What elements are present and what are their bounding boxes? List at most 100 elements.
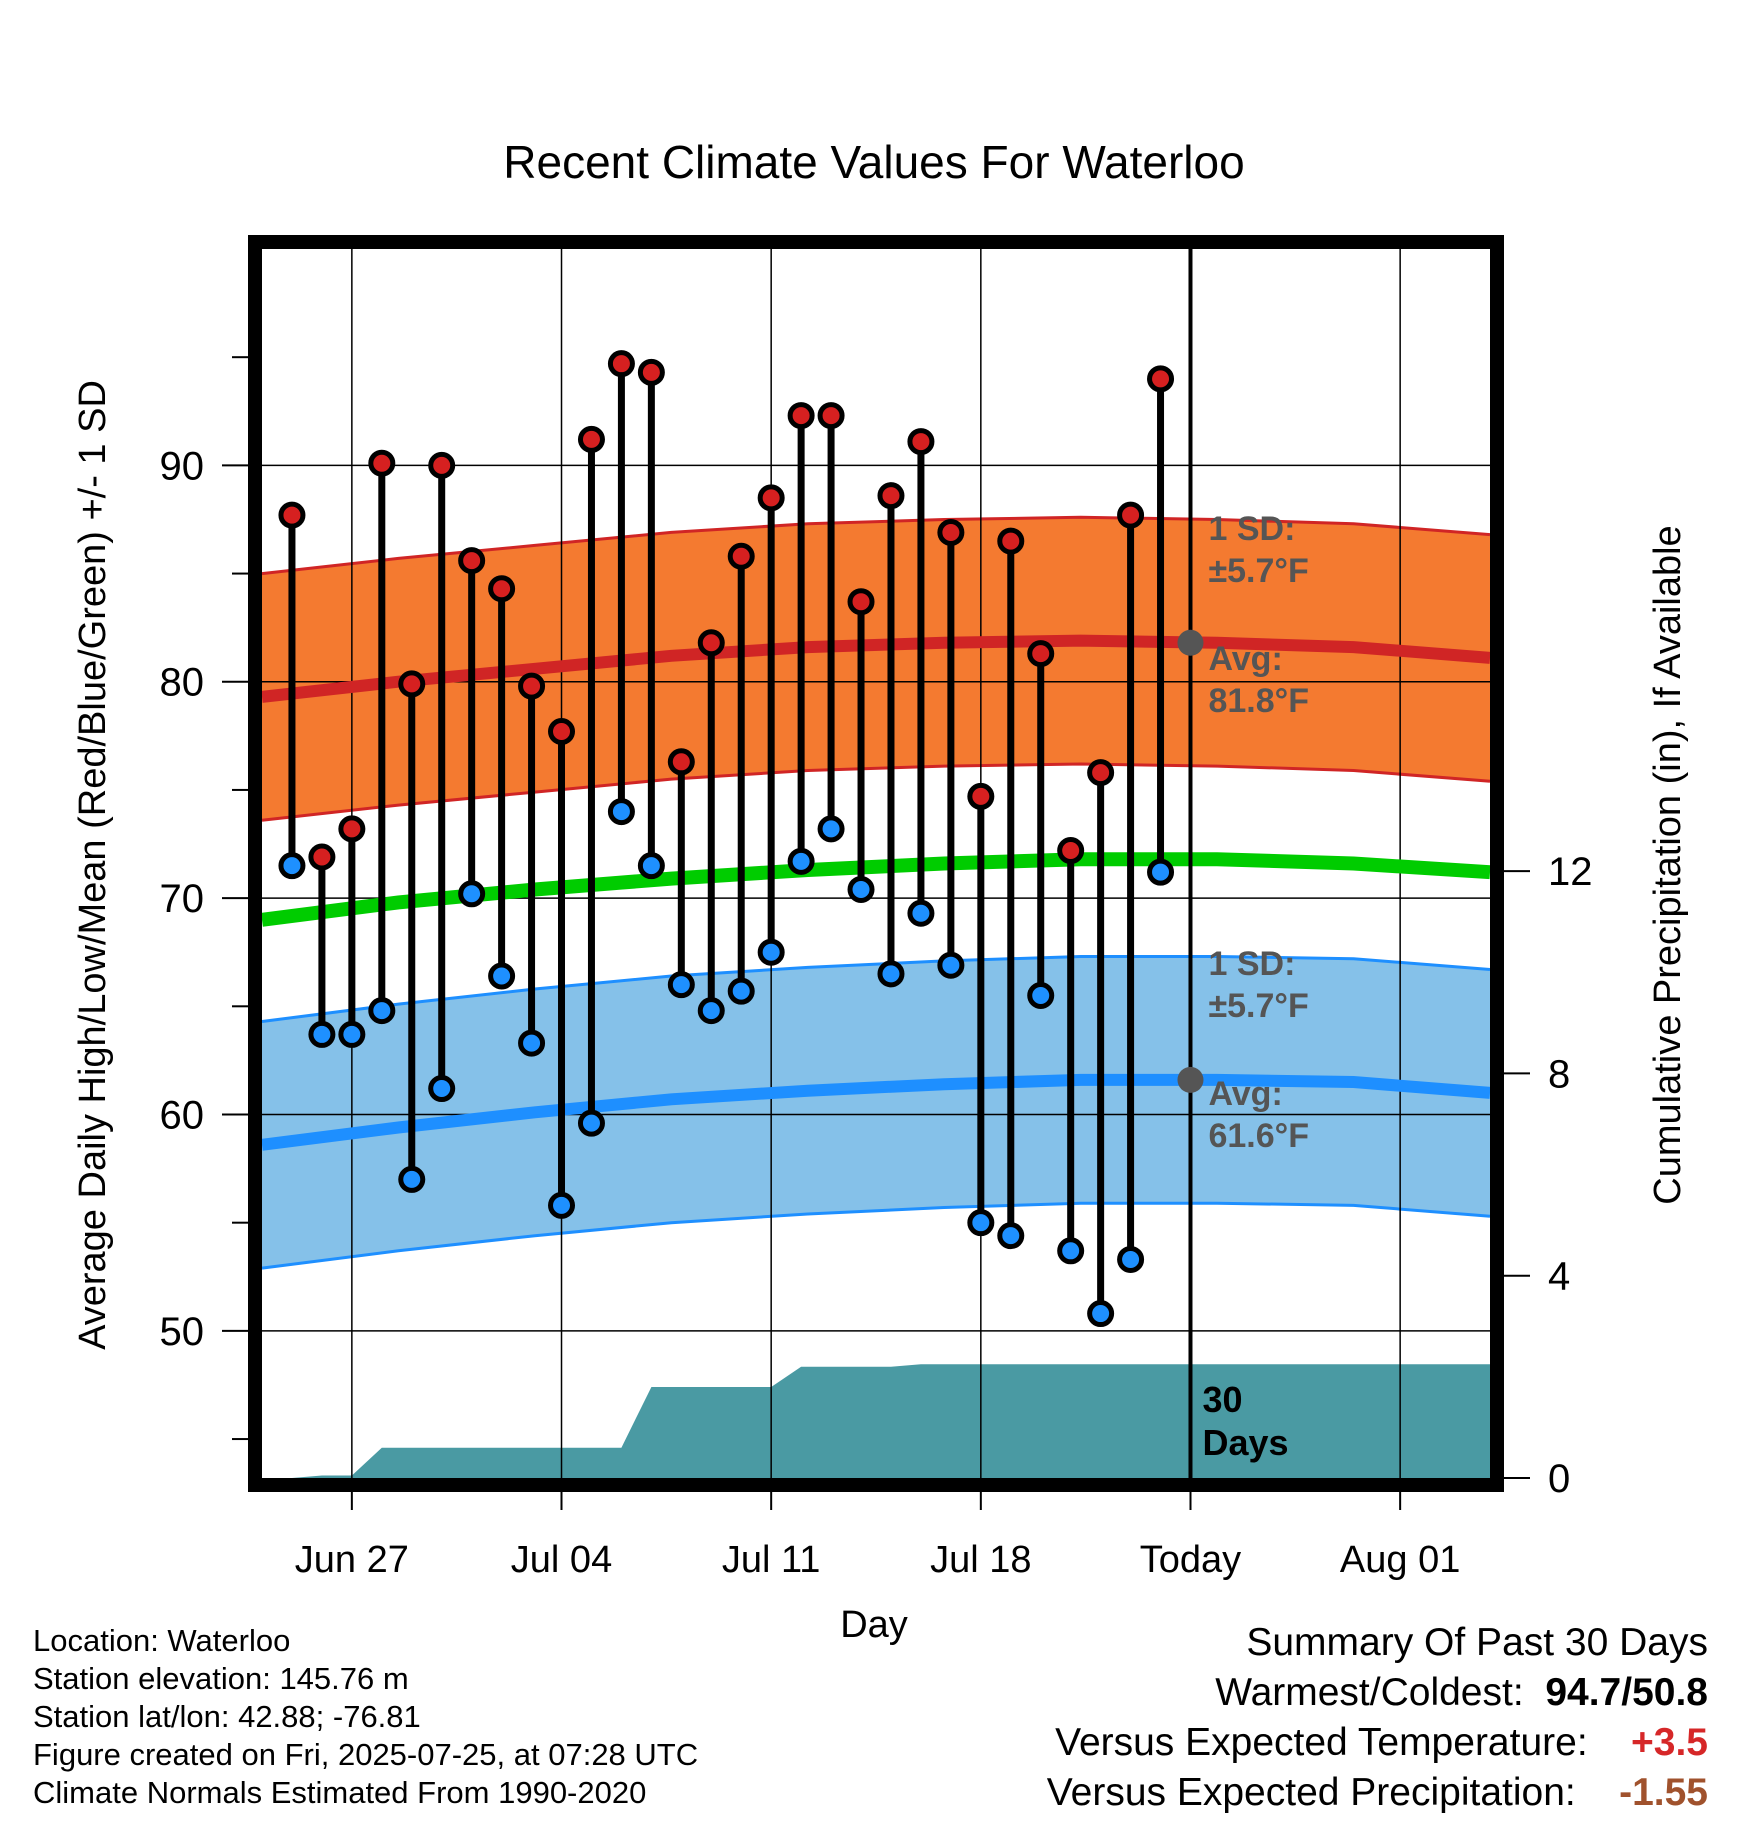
obs-high-point bbox=[787, 402, 815, 430]
temp-label: Versus Expected Temperature: bbox=[1055, 1721, 1588, 1764]
temp-value: +3.5 bbox=[1631, 1721, 1708, 1764]
y2-axis-label: Cumulative Precipitation (in), If Availa… bbox=[1647, 525, 1689, 1204]
obs-low-point bbox=[577, 1109, 605, 1137]
normal-lines bbox=[261, 249, 1491, 1478]
low-avg-value: 61.6°F bbox=[1208, 1117, 1309, 1155]
obs-high-point bbox=[368, 449, 396, 477]
obs-high-point bbox=[458, 547, 486, 575]
summary-warmest-row: Warmest/Coldest: 94.7/50.8 bbox=[1047, 1668, 1708, 1718]
obs-high-point bbox=[338, 815, 366, 843]
precip-area-layer bbox=[262, 1364, 1490, 1478]
obs-high-point bbox=[757, 484, 785, 512]
y-tick-label: 60 bbox=[160, 1093, 205, 1137]
obs-high-point bbox=[937, 518, 965, 546]
x-axis-label: Day bbox=[840, 1604, 908, 1646]
x-tick-label: Jul 04 bbox=[511, 1539, 612, 1581]
chart-title: Recent Climate Values For Waterloo bbox=[503, 136, 1244, 188]
warmest-value: 94.7/50.8 bbox=[1545, 1671, 1708, 1714]
high-sd-band-lower-edge bbox=[261, 762, 1491, 822]
obs-low-point bbox=[607, 798, 635, 826]
today-low-avg-marker bbox=[1177, 1066, 1204, 1093]
obs-high-point bbox=[967, 782, 995, 810]
axes: 50 60 70 80 90 0 4 8 12 Jun 27 Jul 04 Jul 11 Jul 18 T… bbox=[160, 235, 1593, 1581]
warmest-label: Warmest/Coldest: bbox=[1215, 1671, 1524, 1714]
station-info: Location: Waterloo Station elevation: 14… bbox=[33, 1622, 698, 1812]
obs-low-point bbox=[1117, 1245, 1145, 1273]
summary-title: Summary Of Past 30 Days bbox=[1246, 1621, 1708, 1664]
obs-low-point bbox=[847, 875, 875, 903]
y-tick-label: 70 bbox=[160, 877, 205, 921]
elevation-text: Station elevation: 145.76 m bbox=[33, 1661, 409, 1696]
summary-precip-row: Versus Expected Precipitation: -1.55 bbox=[1047, 1768, 1708, 1818]
obs-low-point bbox=[428, 1075, 456, 1103]
obs-high-point bbox=[1117, 501, 1145, 529]
obs-high-point bbox=[847, 588, 875, 616]
obs-low-point bbox=[637, 852, 665, 880]
period-label-number: 30 bbox=[1202, 1379, 1242, 1420]
obs-high-point bbox=[428, 451, 456, 479]
obs-high-point bbox=[1087, 759, 1115, 787]
obs-low-point bbox=[967, 1209, 995, 1237]
obs-low-point bbox=[877, 960, 905, 988]
plot-frame bbox=[248, 235, 1504, 1492]
low-sd-label: 1 SD: bbox=[1208, 945, 1295, 983]
low-avg-label: Avg: bbox=[1208, 1075, 1282, 1113]
high-avg-label: Avg: bbox=[1208, 640, 1282, 678]
summary-panel: Summary Of Past 30 Days Warmest/Coldest:… bbox=[1047, 1618, 1708, 1818]
x-tick-label: Jul 18 bbox=[930, 1539, 1031, 1581]
obs-low-point bbox=[278, 852, 306, 880]
created-text: Figure created on Fri, 2025-07-25, at 07… bbox=[33, 1737, 699, 1772]
obs-high-point bbox=[488, 575, 516, 603]
obs-high-point bbox=[278, 501, 306, 529]
axis-labels: Recent Climate Values For Waterloo Day A… bbox=[72, 136, 1689, 1646]
low-sd-band-upper-edge bbox=[261, 955, 1491, 1023]
low-sd-value: ±5.7°F bbox=[1208, 987, 1308, 1025]
obs-low-point bbox=[488, 962, 516, 990]
y-tick-label: 50 bbox=[160, 1310, 205, 1354]
obs-low-point bbox=[757, 938, 785, 966]
obs-high-point bbox=[877, 482, 905, 510]
obs-low-point bbox=[308, 1020, 336, 1048]
precip-area bbox=[262, 1364, 1490, 1478]
high-sd-label: 1 SD: bbox=[1208, 510, 1295, 548]
summary-temp-row: Versus Expected Temperature: +3.5 bbox=[1047, 1718, 1708, 1768]
today-high-avg-marker bbox=[1177, 629, 1204, 656]
obs-high-point bbox=[398, 670, 426, 698]
obs-low-point bbox=[937, 951, 965, 979]
normals-text: Climate Normals Estimated From 1990-2020 bbox=[33, 1775, 647, 1810]
observations bbox=[278, 350, 1175, 1328]
obs-low-point bbox=[1057, 1237, 1085, 1265]
y2-tick-label: 0 bbox=[1548, 1457, 1570, 1501]
x-tick-label: Aug 01 bbox=[1340, 1539, 1460, 1581]
y-axis-label: Average Daily High/Low/Mean (Red/Blue/Gr… bbox=[72, 380, 114, 1350]
obs-high-point bbox=[518, 672, 546, 700]
obs-high-point bbox=[1147, 365, 1175, 393]
obs-low-point bbox=[1027, 981, 1055, 1009]
obs-low-point bbox=[548, 1191, 576, 1219]
low-sd-band bbox=[262, 956, 1490, 1269]
obs-low-point bbox=[817, 815, 845, 843]
y2-tick-label: 8 bbox=[1548, 1052, 1570, 1096]
normal-mean-line bbox=[261, 852, 1491, 927]
obs-low-point bbox=[1087, 1300, 1115, 1328]
obs-high-point bbox=[727, 542, 755, 570]
latlon-text: Station lat/lon: 42.88; -76.81 bbox=[33, 1699, 421, 1734]
y-tick-label: 90 bbox=[160, 444, 205, 488]
obs-high-point bbox=[577, 425, 605, 453]
annotations: 1 SD: ±5.7°F Avg: 81.8°F 1 SD: ±5.7°F Avg: 61.6… bbox=[1177, 510, 1309, 1463]
obs-low-point bbox=[338, 1020, 366, 1048]
obs-high-point bbox=[817, 402, 845, 430]
obs-low-point bbox=[727, 977, 755, 1005]
obs-high-point bbox=[907, 428, 935, 456]
y2-tick-label: 4 bbox=[1548, 1255, 1570, 1299]
obs-high-point bbox=[1027, 640, 1055, 668]
obs-low-point bbox=[787, 847, 815, 875]
normal-low-line bbox=[261, 1073, 1491, 1151]
obs-low-point bbox=[458, 880, 486, 908]
obs-high-point bbox=[667, 748, 695, 776]
obs-low-point bbox=[518, 1029, 546, 1057]
y-tick-label: 80 bbox=[160, 661, 205, 705]
x-tick-label: Today bbox=[1140, 1539, 1241, 1581]
obs-low-point bbox=[997, 1222, 1025, 1250]
